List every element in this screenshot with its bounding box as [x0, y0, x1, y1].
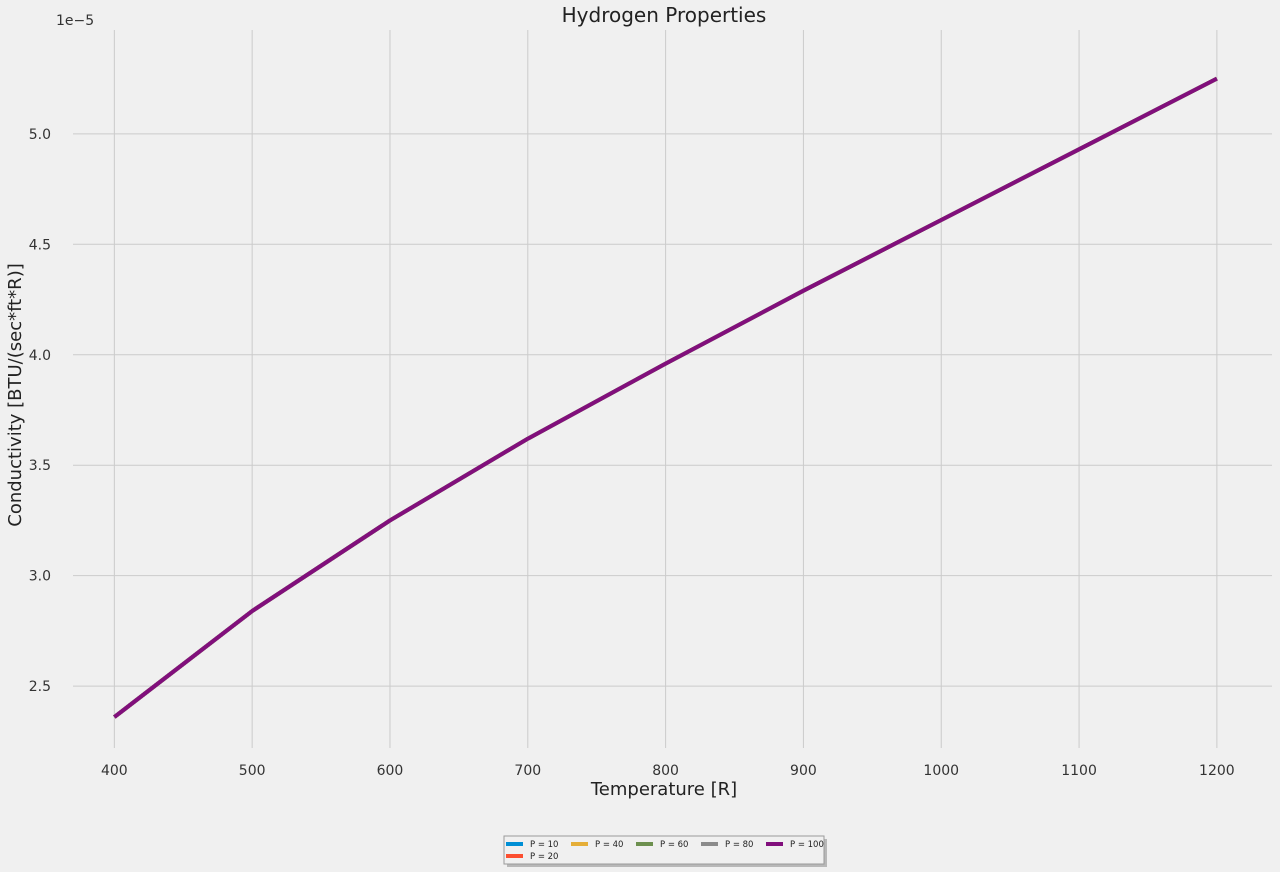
series-lines [113, 76, 1218, 719]
grid [73, 30, 1272, 748]
chart-title: Hydrogen Properties [562, 3, 767, 27]
x-tick-label: 700 [514, 763, 541, 779]
x-tick-label: 1100 [1061, 763, 1097, 779]
legend-label: P = 20 [530, 852, 558, 862]
y-tick-label: 4.5 [29, 237, 51, 253]
x-tick-label: 1000 [923, 763, 959, 779]
x-axis-ticks: 400 500 600 700 800 900 1000 1100 1200 [101, 763, 1235, 779]
y-tick-label: 3.5 [29, 458, 51, 474]
legend-label: P = 100 [790, 840, 824, 850]
legend-label: P = 60 [660, 840, 688, 850]
x-tick-label: 1200 [1199, 763, 1235, 779]
legend-items: P = 10 P = 20 P = 40 P = 60 P = 80 P = 100 [506, 840, 824, 862]
y-axis-label: Conductivity [BTU/(sec*ft*R)] [5, 263, 26, 526]
x-tick-label: 400 [101, 763, 128, 779]
x-tick-label: 600 [377, 763, 404, 779]
y-tick-label: 5.0 [29, 127, 51, 143]
y-tick-label: 4.0 [29, 348, 51, 364]
x-axis-label: Temperature [R] [590, 779, 737, 800]
x-tick-label: 500 [239, 763, 266, 779]
legend-label: P = 40 [595, 840, 623, 850]
y-tick-label: 2.5 [29, 679, 51, 695]
legend: P = 10 P = 20 P = 40 P = 60 P = 80 P = 100 [503, 835, 827, 867]
legend-box [503, 835, 825, 865]
y-tick-label: 3.0 [29, 569, 51, 585]
y-axis-ticks: 2.5 3.0 3.5 4.0 4.5 5.0 [29, 127, 51, 695]
legend-label: P = 10 [530, 840, 558, 850]
series-line-5 [113, 76, 1218, 719]
y-axis-offset-label: 1e−5 [56, 13, 94, 29]
x-tick-label: 800 [652, 763, 679, 779]
legend-label: P = 80 [725, 840, 753, 850]
x-tick-label: 900 [790, 763, 817, 779]
